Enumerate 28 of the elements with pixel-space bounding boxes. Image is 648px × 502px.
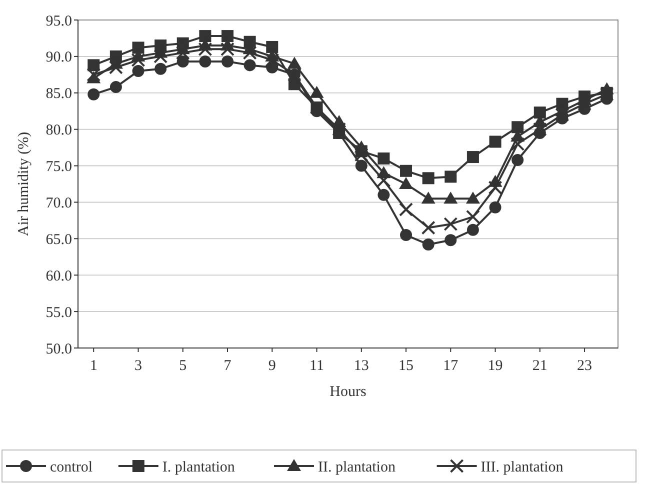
legend-label: I. plantation [162,459,236,476]
x-tick-label: 21 [532,358,548,374]
y-tick-label: 85.0 [46,86,72,102]
y-axis-title: Air humidity (%) [16,132,32,236]
x-tick-label: 13 [354,358,369,374]
x-tick-label: 3 [134,358,142,374]
y-tick-label: 95.0 [46,13,72,30]
y-tick-label: 70.0 [46,195,72,212]
legend-label: III. plantation [480,459,564,476]
x-tick-label: 1 [90,358,98,374]
y-tick-label: 90.0 [46,50,72,66]
legend-label: II. plantation [318,459,396,476]
x-tick-label: 9 [268,358,276,374]
y-tick-label: 60.0 [46,268,72,284]
x-tick-label: 15 [398,358,414,374]
y-tick-label: 75.0 [46,159,72,176]
legend-label: control [50,459,92,476]
x-tick-label: 17 [443,358,459,374]
y-tick-label: 50.0 [46,341,72,358]
x-tick-label: 7 [224,358,232,374]
x-tick-label: 11 [310,358,324,374]
x-axis-title: Hours [330,384,366,400]
y-tick-label: 65.0 [46,232,72,248]
x-tick-label: 19 [488,358,503,374]
y-tick-label: 55.0 [46,304,72,321]
x-tick-label: 23 [577,358,592,374]
x-tick-label: 5 [179,358,187,374]
y-tick-label: 80.0 [46,122,72,139]
